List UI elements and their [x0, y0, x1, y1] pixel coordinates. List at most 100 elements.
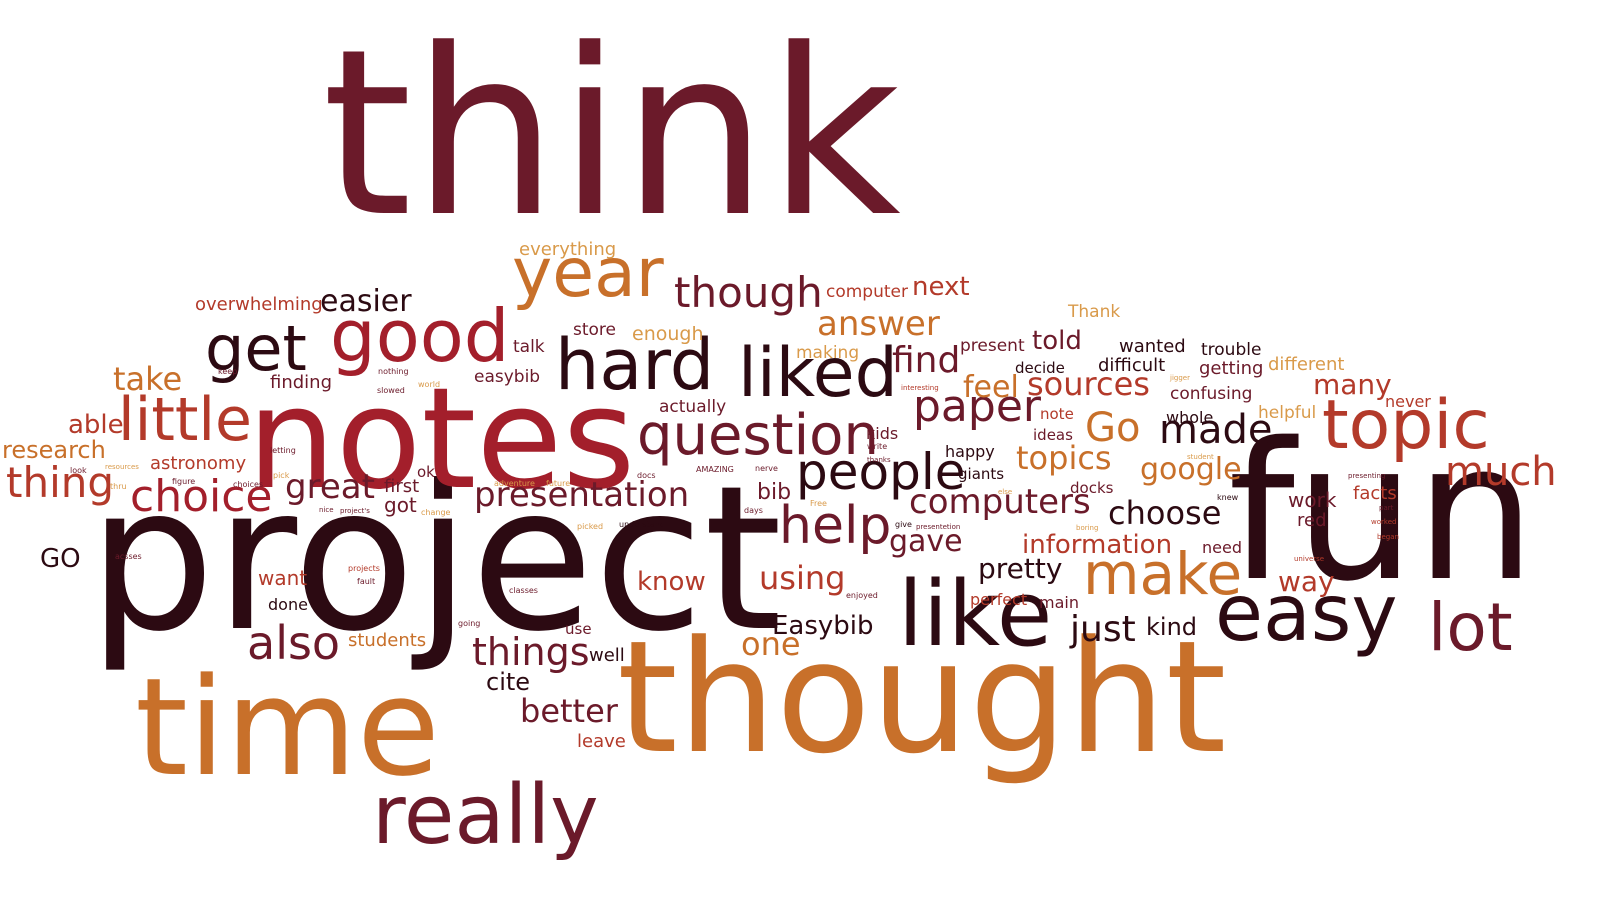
word-astronomy: astronomy: [150, 453, 247, 474]
word-ok: ok: [417, 463, 435, 481]
word-help: help: [779, 496, 892, 556]
word-students: students: [348, 630, 427, 651]
word-else: else: [998, 488, 1013, 496]
word-knew: knew: [1217, 493, 1239, 502]
word-nerve: nerve: [755, 464, 778, 473]
word-understand: understand: [619, 520, 665, 529]
word-figure: figure: [172, 477, 196, 486]
word-store: store: [573, 320, 616, 340]
word-wanted: wanted: [1119, 336, 1186, 357]
word-finding: finding: [270, 372, 333, 393]
word-enough: enough: [632, 323, 704, 345]
word-able: able: [68, 410, 124, 440]
word-like: like: [898, 562, 1053, 667]
word-amazing: AMAZING: [696, 465, 734, 474]
word-free: Free: [810, 499, 827, 508]
word-red: red: [1297, 510, 1327, 531]
word-began: began: [1377, 533, 1399, 541]
word-docs: docs: [637, 471, 656, 480]
word-getting: getting: [1199, 358, 1264, 379]
word-want: want: [258, 566, 308, 590]
word-gave: gave: [889, 524, 963, 559]
word-projects: projects: [348, 564, 380, 573]
word-docks: docks: [1070, 479, 1114, 497]
word-well: well: [589, 645, 625, 666]
word-made: made: [1159, 407, 1273, 453]
word-first: first: [384, 476, 420, 497]
word-really: really: [372, 768, 599, 863]
word-cite: cite: [486, 668, 531, 696]
word-one: one: [741, 625, 801, 663]
word-get: get: [205, 312, 307, 385]
word-project: project: [88, 443, 783, 676]
word-know: know: [637, 567, 706, 597]
word-work: work: [1288, 488, 1337, 512]
word-hard: hard: [555, 324, 715, 406]
word-many: many: [1313, 368, 1392, 401]
word-need: need: [1202, 538, 1242, 557]
word-student: student: [1187, 453, 1214, 461]
word-sources: sources: [1027, 365, 1150, 403]
word-information: information: [1022, 530, 1173, 560]
word-nice: nice: [319, 506, 334, 514]
word-computers: computers: [909, 482, 1091, 522]
word-happy: happy: [945, 442, 995, 461]
word-think: think: [322, 1, 901, 268]
word-though: though: [674, 268, 823, 317]
word-helpful: helpful: [1258, 403, 1317, 423]
word-write: write: [867, 442, 888, 451]
word-jigger: jigger: [1170, 374, 1190, 382]
word-feel: feel: [963, 370, 1019, 405]
word-easier: easier: [320, 284, 412, 319]
word-done: done: [268, 595, 308, 614]
word-give: give: [895, 520, 912, 529]
word-notes: notes: [247, 358, 636, 521]
word-people: people: [796, 443, 966, 501]
word-everything: everything: [519, 239, 617, 260]
word-world: world: [418, 380, 441, 389]
word-trouble: trouble: [1201, 340, 1262, 360]
word-great: great: [285, 467, 375, 507]
word-liked: liked: [738, 334, 898, 413]
word-choose: choose: [1108, 494, 1222, 532]
word-research: research: [2, 436, 106, 464]
word-question: question: [637, 403, 879, 468]
word-adventure: adventure: [494, 479, 535, 488]
word-universe: universe: [1294, 555, 1325, 563]
word-better: better: [520, 692, 618, 730]
word-good: good: [330, 294, 510, 378]
word-slowed: slowed: [377, 386, 405, 395]
word-leave: leave: [577, 731, 626, 752]
word-topic: topic: [1322, 386, 1490, 465]
word-computer: computer: [826, 282, 908, 302]
word-change: change: [421, 508, 451, 517]
word-confusing: confusing: [1170, 384, 1253, 404]
word-main: main: [1039, 593, 1079, 612]
word-time: time: [135, 649, 441, 806]
word-kind: kind: [1146, 613, 1198, 641]
word-pretty: pretty: [978, 552, 1063, 585]
word-giants: giants: [958, 465, 1005, 483]
word-google: google: [1140, 452, 1242, 487]
word-classes: classes: [509, 586, 538, 595]
word-just: just: [1070, 609, 1136, 650]
word-going: going: [458, 619, 481, 628]
word-look: look: [70, 466, 87, 475]
word-enjoyed: enjoyed: [846, 591, 878, 600]
word-ideas: ideas: [1033, 426, 1073, 444]
word-fun: fun: [1228, 402, 1536, 623]
word-using: using: [759, 559, 846, 597]
word-much: much: [1445, 449, 1557, 495]
word-fault: fault: [357, 577, 376, 586]
word-topics: topics: [1016, 439, 1112, 477]
word-facts: facts: [1353, 483, 1397, 504]
word-decide: decide: [1015, 359, 1065, 377]
word-perfect: perfect: [970, 590, 1028, 609]
word-making: making: [796, 343, 860, 363]
word-different: different: [1268, 354, 1345, 375]
word-letting: letting: [270, 446, 296, 455]
word-note: note: [1040, 405, 1074, 423]
word-presentetion: presentetion: [916, 523, 961, 531]
word-nothing: nothing: [378, 367, 409, 376]
